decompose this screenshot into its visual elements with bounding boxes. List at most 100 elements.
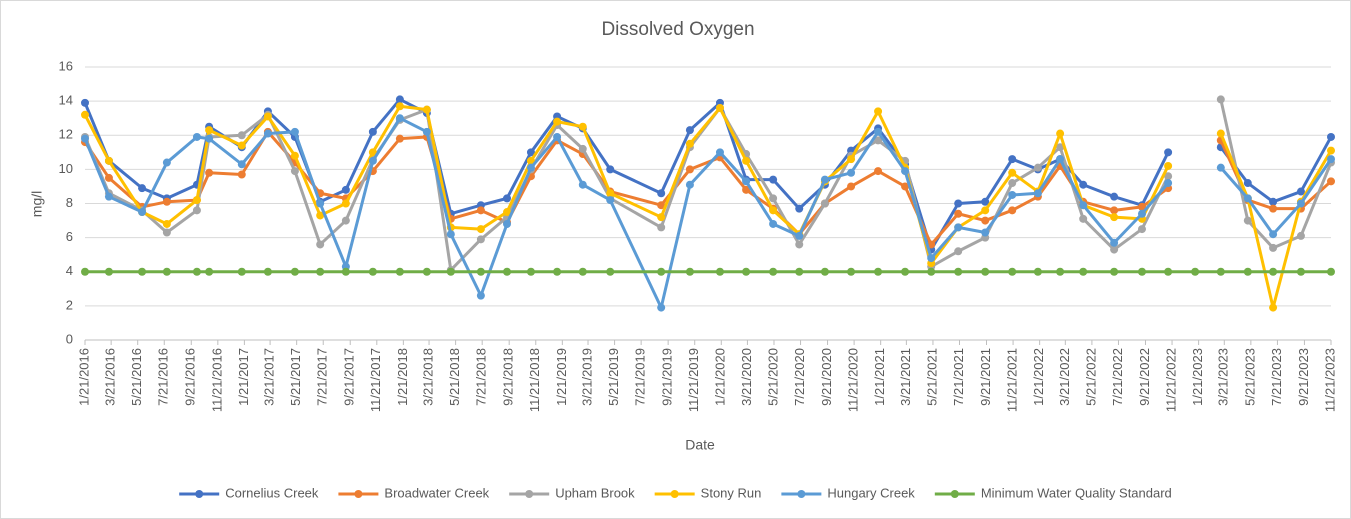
data-point xyxy=(1079,214,1088,223)
data-point xyxy=(795,267,804,276)
data-point xyxy=(1137,202,1146,211)
data-point xyxy=(606,165,615,174)
data-point xyxy=(1216,163,1225,172)
data-point xyxy=(657,189,666,198)
y-axis-label: mg/l xyxy=(29,191,45,217)
data-point xyxy=(1243,267,1252,276)
legend-item: Upham Brook xyxy=(509,485,635,500)
data-point xyxy=(237,141,246,150)
data-point xyxy=(1137,225,1146,234)
x-tick-label: 7/21/2016 xyxy=(156,348,171,406)
data-point xyxy=(769,206,778,215)
data-point xyxy=(237,160,246,169)
y-tick-label: 6 xyxy=(66,229,73,244)
data-point xyxy=(1269,230,1278,239)
x-tick-label: 11/21/2022 xyxy=(1163,348,1178,412)
data-point xyxy=(395,134,404,143)
data-point xyxy=(874,127,883,136)
data-point xyxy=(1110,213,1119,222)
x-tick-label: 1/21/2018 xyxy=(395,348,410,406)
data-point xyxy=(1216,129,1225,138)
legend-marker xyxy=(797,490,806,498)
data-point xyxy=(685,180,694,189)
x-tick-label: 3/21/2021 xyxy=(898,348,913,406)
data-point xyxy=(368,148,377,157)
data-point xyxy=(742,185,751,194)
x-axis-label: Date xyxy=(685,437,715,453)
data-point xyxy=(205,126,214,135)
data-point xyxy=(192,132,201,141)
data-point xyxy=(657,201,666,210)
data-point xyxy=(81,98,89,107)
data-point xyxy=(981,228,990,237)
x-tick-label: 9/21/2022 xyxy=(1137,348,1152,406)
data-point xyxy=(1056,267,1065,276)
data-point xyxy=(1008,155,1017,164)
data-point xyxy=(104,173,113,182)
data-point xyxy=(847,267,856,276)
data-point xyxy=(1008,179,1017,188)
legend-marker xyxy=(195,490,204,498)
data-point xyxy=(1110,245,1119,254)
data-point xyxy=(685,126,694,135)
data-point xyxy=(578,144,587,153)
data-point xyxy=(769,194,778,203)
x-tick-label: 5/21/2016 xyxy=(129,348,144,406)
data-point xyxy=(104,192,113,201)
data-point xyxy=(553,267,562,276)
data-point xyxy=(81,267,89,276)
data-point xyxy=(476,225,485,234)
y-tick-label: 10 xyxy=(59,161,73,176)
data-point xyxy=(874,136,883,145)
data-point xyxy=(981,206,990,215)
x-tick-label: 9/21/2017 xyxy=(342,348,357,406)
data-point xyxy=(1056,155,1065,164)
x-tick-label: 1/21/2016 xyxy=(76,348,91,406)
x-tick-label: 7/21/2023 xyxy=(1269,348,1284,406)
data-point xyxy=(138,267,147,276)
x-tick-label: 5/21/2022 xyxy=(1083,348,1098,406)
data-point xyxy=(205,267,214,276)
data-point xyxy=(742,177,751,186)
data-point xyxy=(368,267,377,276)
data-point xyxy=(606,267,615,276)
data-point xyxy=(1296,187,1305,196)
data-point xyxy=(769,175,778,184)
data-point xyxy=(395,267,404,276)
data-point xyxy=(1327,155,1335,164)
x-tick-label: 11/21/2018 xyxy=(527,348,542,412)
data-point xyxy=(1137,209,1146,218)
x-tick-label: 7/21/2020 xyxy=(792,348,807,406)
legend-label: Broadwater Creek xyxy=(384,485,489,500)
data-point xyxy=(237,131,246,140)
data-point xyxy=(1008,190,1017,199)
legend-item: Stony Run xyxy=(654,485,762,500)
y-tick-label: 0 xyxy=(66,331,73,346)
data-point xyxy=(1296,199,1305,208)
data-point xyxy=(1327,132,1335,141)
data-point xyxy=(205,134,214,143)
data-point xyxy=(422,105,431,114)
data-point xyxy=(1269,303,1278,312)
data-point xyxy=(316,267,325,276)
data-point xyxy=(503,208,512,217)
data-point xyxy=(263,129,272,138)
data-point xyxy=(162,267,171,276)
data-point xyxy=(104,156,113,165)
data-point xyxy=(503,194,512,203)
data-point xyxy=(769,267,778,276)
legend-marker xyxy=(950,490,959,498)
x-tick-label: 5/21/2021 xyxy=(924,348,939,406)
data-point xyxy=(657,223,666,232)
x-tick-label: 7/21/2017 xyxy=(315,348,330,406)
data-point xyxy=(341,199,350,208)
data-point xyxy=(553,132,562,141)
data-point xyxy=(795,240,804,249)
data-point xyxy=(685,165,694,174)
data-point xyxy=(192,196,201,205)
y-tick-label: 14 xyxy=(59,93,73,108)
data-point xyxy=(715,267,724,276)
legend-label: Stony Run xyxy=(701,485,762,500)
legend-marker xyxy=(525,490,534,498)
